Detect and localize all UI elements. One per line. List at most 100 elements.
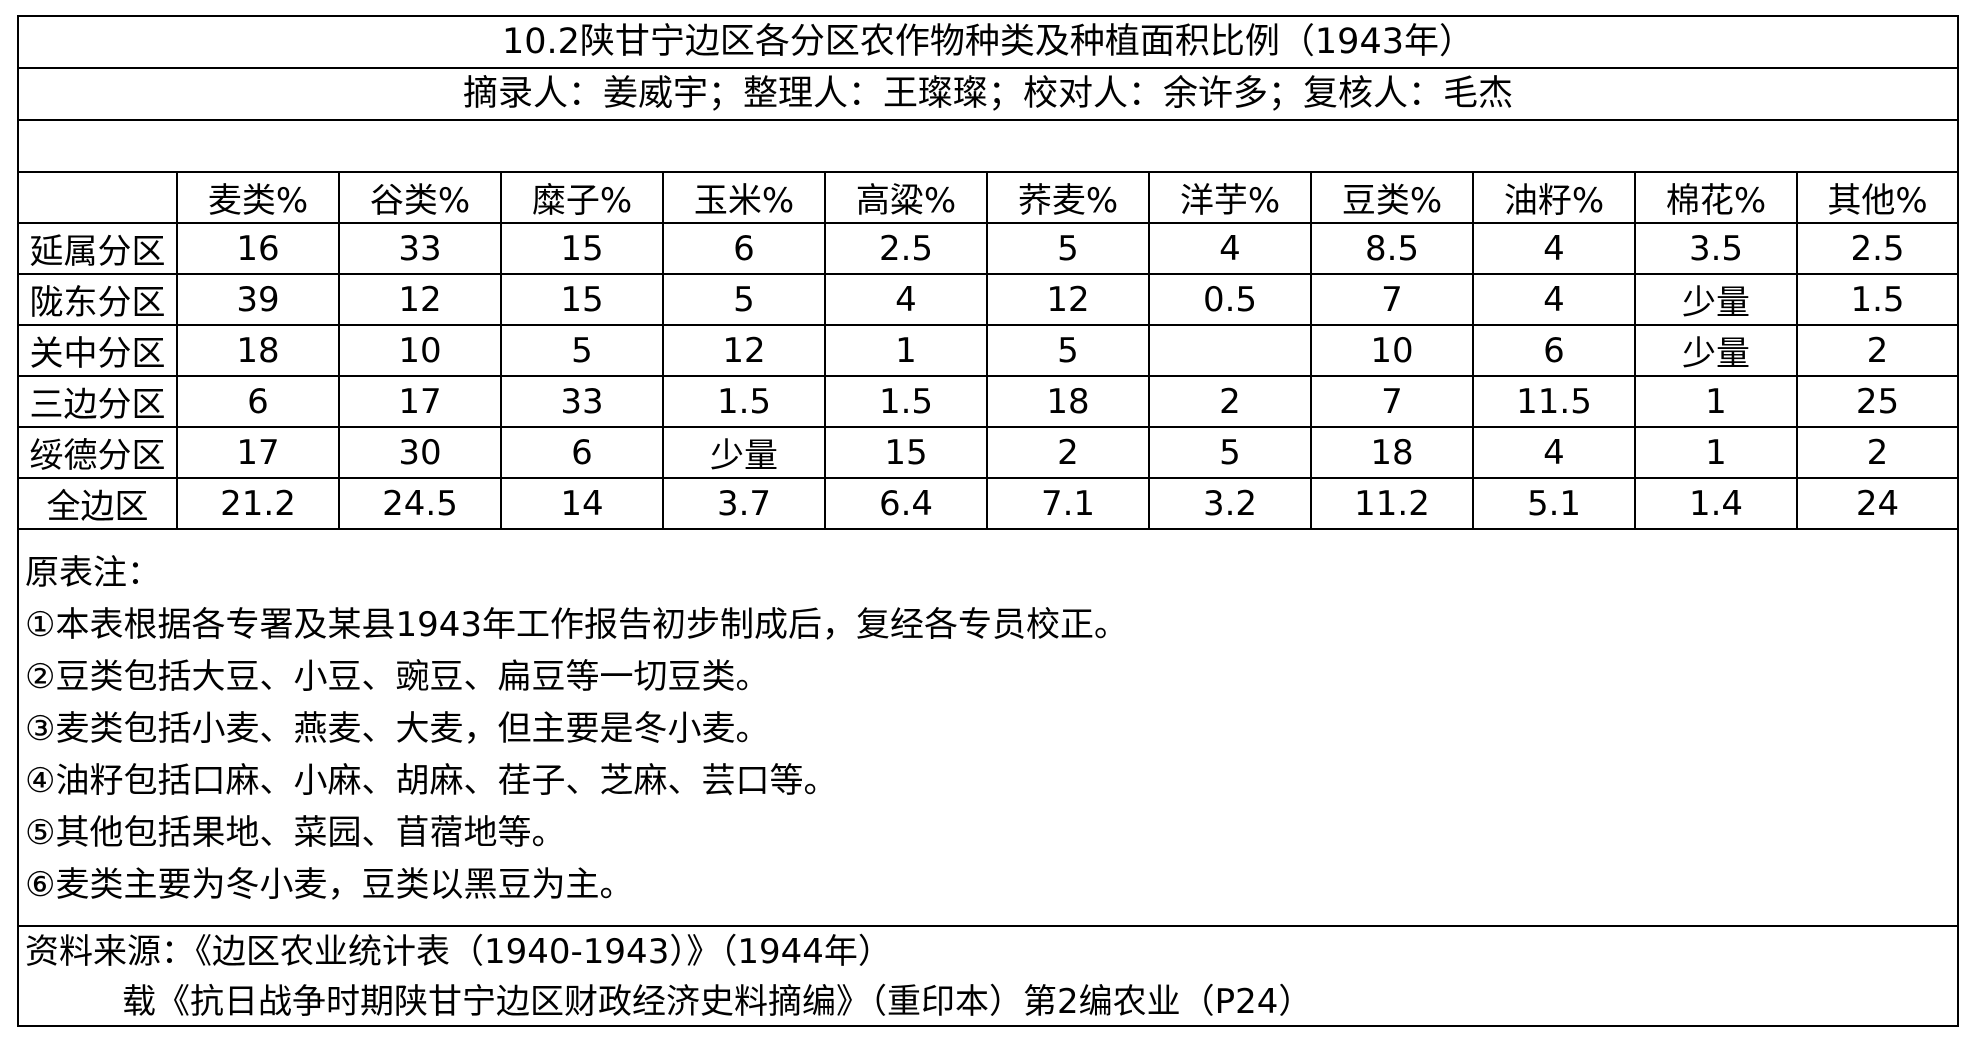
page-title[interactable]: 10.2陕甘宁边区各分区农作物种类及种植面积比例（1943年） <box>19 17 1957 69</box>
blank-row[interactable] <box>19 121 1957 173</box>
data-cell[interactable]: 18 <box>1310 426 1474 479</box>
data-cell[interactable]: 3.5 <box>1634 222 1798 275</box>
column-header-cell[interactable]: 油籽% <box>1472 173 1636 224</box>
data-cell[interactable]: 15 <box>500 222 664 275</box>
column-header-cell[interactable]: 谷类% <box>338 173 502 224</box>
column-header-cell[interactable]: 棉花% <box>1634 173 1798 224</box>
data-cell[interactable]: 10 <box>1310 324 1474 377</box>
source-citation: 资料来源：《边区农业统计表（1940-1943）》（1944年） 载《抗日战争时… <box>19 927 1957 1025</box>
data-cell[interactable]: 18 <box>986 375 1150 428</box>
data-cell[interactable]: 5 <box>986 222 1150 275</box>
data-cell[interactable]: 24 <box>1796 477 1957 530</box>
row-label-cell[interactable]: 绥德分区 <box>19 426 178 479</box>
data-cell[interactable]: 1.5 <box>824 375 988 428</box>
data-cell[interactable]: 1 <box>824 324 988 377</box>
data-cell[interactable]: 4 <box>824 273 988 326</box>
data-cell[interactable]: 少量 <box>1634 273 1798 326</box>
column-header-cell[interactable]: 糜子% <box>500 173 664 224</box>
column-header-cell[interactable]: 荞麦% <box>986 173 1150 224</box>
column-header-cell[interactable]: 洋芋% <box>1148 173 1312 224</box>
data-cell[interactable]: 2 <box>1796 324 1957 377</box>
note-item[interactable]: ④油籽包括口麻、小麻、胡麻、荏子、芝麻、芸口等。 <box>25 761 838 801</box>
column-header-cell[interactable]: 其他% <box>1796 173 1957 224</box>
data-cell[interactable]: 33 <box>500 375 664 428</box>
data-cell[interactable]: 12 <box>662 324 826 377</box>
data-cell[interactable]: 15 <box>824 426 988 479</box>
credits-line[interactable]: 摘录人：姜威宇；整理人：王璨璨；校对人：余许多；复核人：毛杰 <box>19 69 1957 121</box>
data-cell[interactable]: 25 <box>1796 375 1957 428</box>
data-cell[interactable]: 5 <box>662 273 826 326</box>
data-cell[interactable]: 7.1 <box>986 477 1150 530</box>
data-cell[interactable]: 4 <box>1472 273 1636 326</box>
data-cell[interactable]: 6 <box>662 222 826 275</box>
column-header-cell[interactable]: 玉米% <box>662 173 826 224</box>
data-cell[interactable]: 2 <box>1796 426 1957 479</box>
data-cell[interactable]: 1.5 <box>662 375 826 428</box>
data-cell[interactable]: 11.2 <box>1310 477 1474 530</box>
note-item[interactable]: ⑥麦类主要为冬小麦，豆类以黑豆为主。 <box>25 865 634 905</box>
data-cell[interactable]: 5.1 <box>1472 477 1636 530</box>
data-cell[interactable]: 7 <box>1310 375 1474 428</box>
data-cell[interactable]: 2 <box>1148 375 1312 428</box>
data-cell[interactable]: 8.5 <box>1310 222 1474 275</box>
note-item[interactable]: ②豆类包括大豆、小豆、豌豆、扁豆等一切豆类。 <box>25 657 770 697</box>
data-cell[interactable]: 6 <box>500 426 664 479</box>
data-cell[interactable]: 21.2 <box>176 477 340 530</box>
data-cell[interactable]: 5 <box>1148 426 1312 479</box>
data-cell[interactable]: 2.5 <box>1796 222 1957 275</box>
data-cell[interactable]: 14 <box>500 477 664 530</box>
table-notes: 原表注： ①本表根据各专署及某县1943年工作报告初步制成后，复经各专员校正。 … <box>19 537 1957 927</box>
data-cell[interactable]: 4 <box>1472 222 1636 275</box>
data-cell[interactable]: 少量 <box>1634 324 1798 377</box>
data-cell[interactable]: 5 <box>500 324 664 377</box>
data-cell[interactable]: 18 <box>176 324 340 377</box>
data-cell[interactable]: 3.7 <box>662 477 826 530</box>
notes-heading[interactable]: 原表注： <box>25 553 161 593</box>
note-item[interactable]: ①本表根据各专署及某县1943年工作报告初步制成后，复经各专员校正。 <box>25 605 1129 645</box>
row-label-cell[interactable]: 延属分区 <box>19 222 178 275</box>
data-cell[interactable]: 1 <box>1634 375 1798 428</box>
source-line[interactable]: 载《抗日战争时期陕甘宁边区财政经济史料摘编》（重印本）第2编农业（P24） <box>122 982 1313 1022</box>
data-cell[interactable]: 1 <box>1634 426 1798 479</box>
row-label-cell[interactable]: 全边区 <box>19 477 178 530</box>
data-cell[interactable]: 4 <box>1472 426 1636 479</box>
data-cell[interactable]: 39 <box>176 273 340 326</box>
data-cell[interactable]: 17 <box>338 375 502 428</box>
data-cell[interactable]: 4 <box>1148 222 1312 275</box>
data-cell[interactable]: 10 <box>338 324 502 377</box>
data-cell[interactable]: 6 <box>1472 324 1636 377</box>
data-cell[interactable]: 11.5 <box>1472 375 1636 428</box>
data-cell[interactable]: 1.5 <box>1796 273 1957 326</box>
data-cell[interactable]: 16 <box>176 222 340 275</box>
data-cell[interactable]: 6.4 <box>824 477 988 530</box>
data-cell[interactable]: 3.2 <box>1148 477 1312 530</box>
column-header-cell[interactable]: 豆类% <box>1310 173 1474 224</box>
note-item[interactable]: ③麦类包括小麦、燕麦、大麦，但主要是冬小麦。 <box>25 709 770 749</box>
data-cell[interactable]: 2.5 <box>824 222 988 275</box>
data-cell[interactable]: 7 <box>1310 273 1474 326</box>
data-cell[interactable]: 12 <box>986 273 1150 326</box>
source-line[interactable]: 资料来源：《边区农业统计表（1940-1943）》（1944年） <box>25 932 892 972</box>
data-cell[interactable]: 2 <box>986 426 1150 479</box>
data-cell[interactable]: 0.5 <box>1148 273 1312 326</box>
data-cell[interactable]: 17 <box>176 426 340 479</box>
row-label-cell[interactable]: 关中分区 <box>19 324 178 377</box>
data-cell[interactable] <box>1148 324 1312 377</box>
data-cell[interactable]: 1.4 <box>1634 477 1798 530</box>
header-corner-cell[interactable] <box>19 173 178 224</box>
data-cell[interactable]: 5 <box>986 324 1150 377</box>
data-cell[interactable]: 15 <box>500 273 664 326</box>
table-row: 延属分区 16 33 15 6 2.5 5 4 8.5 4 3.5 2.5 <box>19 222 1957 275</box>
data-cell[interactable]: 30 <box>338 426 502 479</box>
note-item[interactable]: ⑤其他包括果地、菜园、苜蓿地等。 <box>25 813 566 853</box>
data-cell[interactable]: 12 <box>338 273 502 326</box>
row-label-cell[interactable]: 陇东分区 <box>19 273 178 326</box>
column-header-cell[interactable]: 高粱% <box>824 173 988 224</box>
data-cell[interactable]: 少量 <box>662 426 826 479</box>
row-label-cell[interactable]: 三边分区 <box>19 375 178 428</box>
column-header-cell[interactable]: 麦类% <box>176 173 340 224</box>
crop-ratio-table: 麦类% 谷类% 糜子% 玉米% 高粱% 荞麦% 洋芋% 豆类% 油籽% 棉花% 其他% 延属分区 16 3… <box>19 173 1957 530</box>
data-cell[interactable]: 24.5 <box>338 477 502 530</box>
data-cell[interactable]: 33 <box>338 222 502 275</box>
data-cell[interactable]: 6 <box>176 375 340 428</box>
